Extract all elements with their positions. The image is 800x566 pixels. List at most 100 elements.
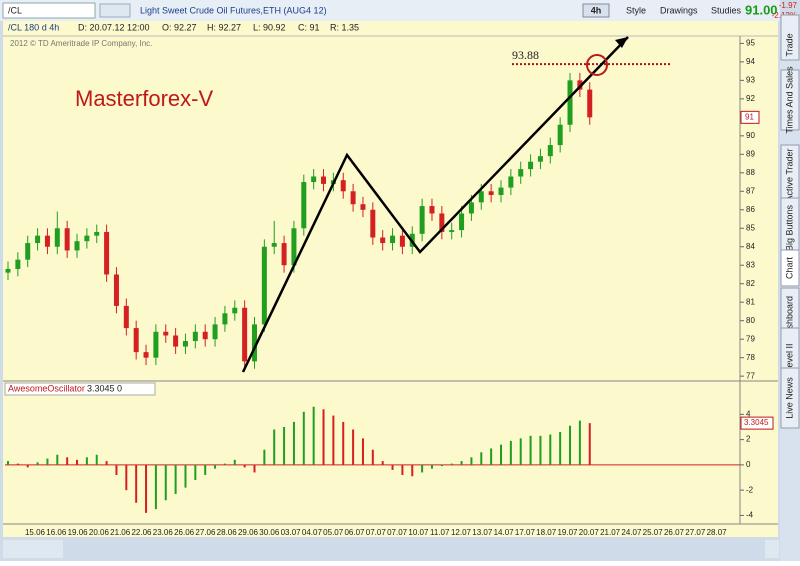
x-tick-label: 10.07 <box>408 528 429 537</box>
candle-body <box>54 228 60 247</box>
tab[interactable] <box>780 69 800 131</box>
candle-body <box>478 191 484 203</box>
candle-body <box>74 241 80 251</box>
studies-button[interactable]: Studies <box>711 5 742 15</box>
aggregation-box[interactable] <box>582 3 610 18</box>
tab-label[interactable]: Dashboard <box>784 296 794 340</box>
header-field: O: 92.27 <box>162 22 197 32</box>
y-tick-label: 92 <box>746 94 755 103</box>
x-tick-label: 27.06 <box>195 528 216 537</box>
last-price-marker <box>740 110 760 124</box>
tab-label[interactable]: Big Buttons <box>784 204 794 251</box>
y-tick-label: 83 <box>746 260 755 269</box>
candle-body <box>311 176 317 183</box>
candle-body <box>439 213 445 232</box>
y-tick-label: 89 <box>746 149 755 158</box>
zigzag <box>241 36 629 373</box>
x-tick-label: 19.07 <box>557 528 578 537</box>
y-tick-label: 87 <box>746 186 755 195</box>
candle-body <box>133 328 139 353</box>
x-tick-label: 16.06 <box>46 528 67 537</box>
header-field: H: 92.27 <box>207 22 241 32</box>
x-tick-label: 15.06 <box>25 528 46 537</box>
description: Light Sweet Crude Oil Futures,ETH (AUG4 … <box>140 5 327 15</box>
x-tick-label: 21.07 <box>600 528 621 537</box>
chart-id: /CL 180 d 4h <box>8 22 59 32</box>
nav-buttons[interactable] <box>3 540 63 558</box>
study-header[interactable] <box>4 382 156 396</box>
tab-label[interactable]: Level II <box>784 343 794 372</box>
tab-label[interactable]: Active Trader <box>784 148 794 201</box>
candle-body <box>449 230 455 232</box>
candle-body <box>429 206 435 214</box>
x-tick-label: 24.07 <box>621 528 642 537</box>
candle-body <box>5 268 11 273</box>
candle-body <box>153 331 159 358</box>
tab[interactable] <box>780 367 800 429</box>
x-tick-label: 14.07 <box>494 528 515 537</box>
y-tick-label: 90 <box>746 131 755 140</box>
drawings-button[interactable]: Drawings <box>660 5 698 15</box>
y-tick-label: 84 <box>746 242 755 251</box>
x-tick-label: 06.07 <box>344 528 365 537</box>
candle-body <box>557 124 563 146</box>
copyright: 2012 © TD Ameritrade IP Company, Inc. <box>10 39 152 48</box>
tab-label[interactable]: Trade <box>784 33 794 56</box>
candle-body <box>350 191 356 205</box>
tab[interactable] <box>780 249 800 287</box>
x-tick-label: 30.06 <box>259 528 280 537</box>
x-tick-label: 20.06 <box>89 528 110 537</box>
candle-body <box>301 182 307 229</box>
candle-body <box>104 231 110 275</box>
tab[interactable] <box>780 14 800 61</box>
x-tick-label: 27.07 <box>685 528 706 537</box>
annotation: Masterforex-V <box>75 86 213 111</box>
y-tick-label: 4 <box>746 409 751 418</box>
level-label: 93.88 <box>512 48 539 62</box>
y-tick-label: -2 <box>746 485 754 494</box>
toolbar-icons[interactable] <box>99 3 131 18</box>
header-field: C: 91 <box>298 22 320 32</box>
candle-body <box>173 335 179 347</box>
header-field: R: 1.35 <box>330 22 359 32</box>
symbol-box[interactable] <box>2 2 96 19</box>
x-tick-label: 04.07 <box>302 528 323 537</box>
y-tick-label: 0 <box>746 460 751 469</box>
x-tick-label: 23.06 <box>153 528 174 537</box>
candle-body <box>380 237 386 244</box>
study-title[interactable]: AwesomeOscillator <box>8 383 85 393</box>
x-tick-label: 28.07 <box>707 528 728 537</box>
tab-label[interactable]: Live News <box>784 377 794 419</box>
x-tick-label: 28.06 <box>217 528 238 537</box>
candle-body <box>360 204 366 210</box>
tab-label[interactable]: Times And Sales <box>784 66 794 134</box>
symbol[interactable]: /CL <box>8 5 22 15</box>
y-tick-label: 94 <box>746 57 755 66</box>
aggregation[interactable]: 4h <box>591 5 602 15</box>
candle-body <box>518 169 524 177</box>
chart-area <box>3 21 778 537</box>
study-value: 3.3045 <box>87 383 115 393</box>
y-tick-label: 80 <box>746 316 755 325</box>
y-tick-label: 88 <box>746 168 755 177</box>
candle-body <box>261 246 267 325</box>
candle-body <box>44 235 50 247</box>
candle-body <box>252 324 257 362</box>
y-tick-label: 82 <box>746 279 755 288</box>
x-tick-label: 17.07 <box>515 528 536 537</box>
value-marker-label: 3.3045 <box>744 418 769 427</box>
candle-body <box>498 187 504 195</box>
candle-body <box>567 80 573 125</box>
last-price: 91.00 <box>745 2 778 17</box>
y-tick-label: 78 <box>746 353 755 362</box>
tab-label[interactable]: Chart <box>784 257 794 280</box>
style-button[interactable]: Style <box>626 5 646 15</box>
arrow-head <box>615 37 628 48</box>
last-price-label: 91 <box>745 112 754 121</box>
candle-body <box>419 206 425 234</box>
y-tick-label: 77 <box>746 371 755 380</box>
candle-body <box>84 235 90 242</box>
candle-body <box>242 307 248 362</box>
settings-button[interactable] <box>765 540 779 558</box>
candle-body <box>271 243 277 247</box>
